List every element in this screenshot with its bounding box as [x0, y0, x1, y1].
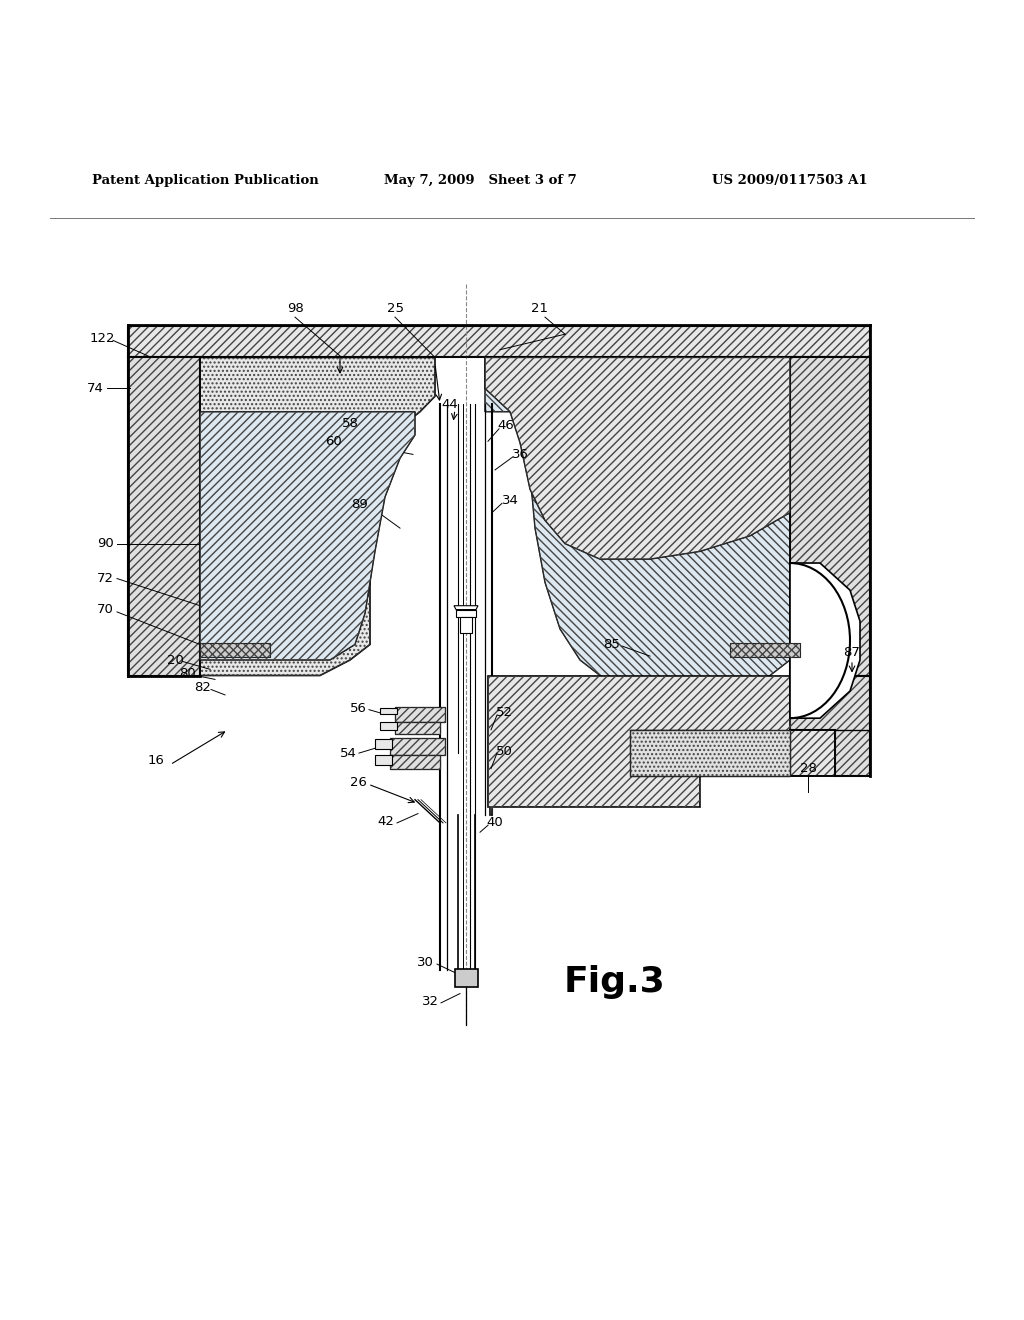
Text: 52: 52	[496, 706, 512, 719]
Text: 82: 82	[195, 681, 211, 694]
Text: 98: 98	[287, 302, 303, 315]
Text: 89: 89	[351, 499, 369, 511]
Polygon shape	[790, 564, 860, 718]
Polygon shape	[375, 739, 392, 750]
Polygon shape	[456, 610, 476, 618]
Text: 28: 28	[800, 762, 816, 775]
Polygon shape	[730, 643, 800, 657]
Polygon shape	[790, 358, 870, 676]
Text: 26: 26	[349, 776, 367, 789]
Text: US 2009/0117503 A1: US 2009/0117503 A1	[712, 174, 867, 186]
Polygon shape	[375, 755, 392, 764]
Text: 85: 85	[603, 638, 621, 651]
Text: 58: 58	[342, 417, 358, 430]
Text: 90: 90	[96, 537, 114, 550]
Polygon shape	[380, 708, 397, 714]
Polygon shape	[128, 358, 200, 676]
Text: 70: 70	[96, 603, 114, 616]
Text: 32: 32	[422, 995, 438, 1008]
Text: 72: 72	[96, 572, 114, 585]
Text: 80: 80	[179, 668, 197, 681]
Polygon shape	[128, 326, 870, 358]
Text: 40: 40	[486, 816, 504, 829]
Polygon shape	[485, 358, 790, 698]
Text: 44: 44	[441, 397, 459, 411]
Text: 25: 25	[386, 302, 403, 315]
Polygon shape	[460, 618, 472, 632]
Text: 21: 21	[531, 302, 549, 315]
Polygon shape	[380, 722, 397, 730]
Text: 56: 56	[349, 702, 367, 714]
Polygon shape	[200, 412, 415, 660]
Text: 30: 30	[417, 956, 433, 969]
Text: May 7, 2009   Sheet 3 of 7: May 7, 2009 Sheet 3 of 7	[384, 174, 577, 186]
Polygon shape	[454, 606, 478, 610]
Text: 36: 36	[512, 447, 528, 461]
Text: 20: 20	[167, 653, 183, 667]
Text: 60: 60	[325, 434, 341, 447]
Polygon shape	[390, 738, 445, 755]
Text: 50: 50	[496, 744, 512, 758]
Polygon shape	[790, 676, 870, 776]
Text: 122: 122	[89, 331, 115, 345]
Polygon shape	[200, 358, 435, 676]
Text: 42: 42	[378, 814, 394, 828]
Text: 74: 74	[87, 381, 103, 395]
Text: 16: 16	[147, 754, 165, 767]
Text: 46: 46	[498, 420, 514, 432]
Polygon shape	[395, 706, 445, 722]
Polygon shape	[455, 969, 478, 987]
Polygon shape	[485, 358, 790, 560]
Text: 54: 54	[340, 747, 356, 759]
Polygon shape	[395, 722, 440, 734]
Polygon shape	[390, 755, 440, 768]
Polygon shape	[488, 676, 835, 816]
Polygon shape	[200, 643, 270, 657]
Polygon shape	[630, 730, 790, 776]
Text: Fig.3: Fig.3	[563, 965, 666, 999]
Text: Patent Application Publication: Patent Application Publication	[92, 174, 318, 186]
Text: 34: 34	[502, 495, 518, 507]
Text: 87: 87	[844, 645, 860, 659]
